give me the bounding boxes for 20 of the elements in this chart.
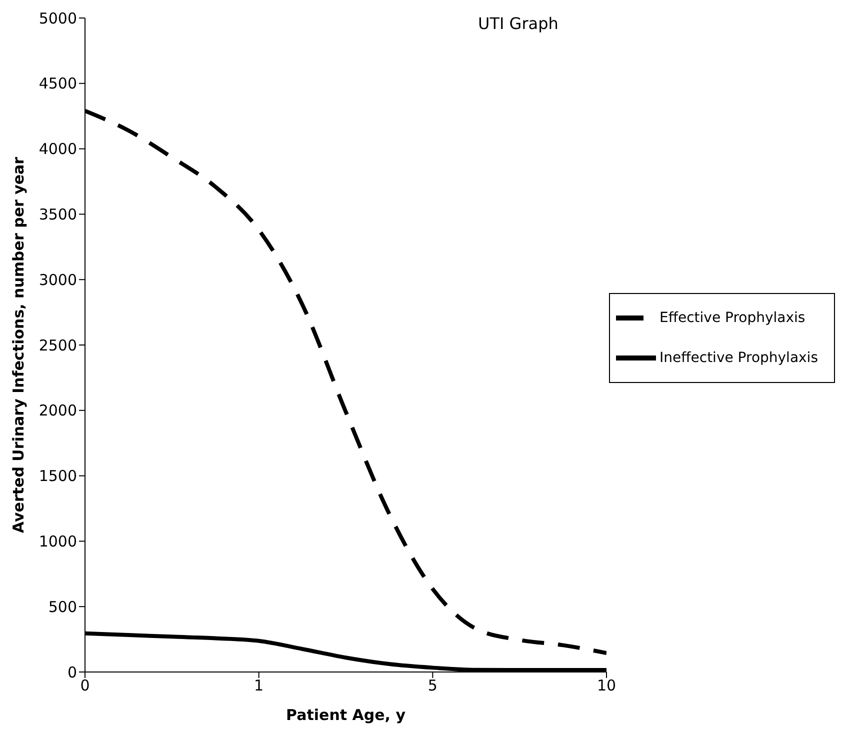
y-tick-label: 1000: [38, 532, 77, 551]
legend-label: Effective Prophylaxis: [660, 310, 806, 326]
y-tick-label: 2000: [38, 402, 77, 420]
x-tick-label: 0: [80, 676, 90, 695]
x-tick-label: 10: [596, 676, 616, 695]
y-axis-title: Averted Urinary Infections, number per year: [9, 156, 28, 534]
x-tick-label: 5: [428, 676, 438, 695]
y-tick-label: 2500: [38, 336, 77, 354]
chart-title: UTI Graph: [478, 14, 558, 33]
y-tick-label: 3500: [38, 206, 77, 224]
y-tick-label: 3000: [38, 270, 77, 289]
legend-label: Ineffective Prophylaxis: [660, 350, 818, 366]
y-tick-label: 0: [67, 663, 77, 682]
y-tick-label: 5000: [38, 9, 77, 28]
y-tick-label: 500: [48, 598, 77, 616]
x-tick-label: 1: [254, 676, 264, 695]
x-axis-title: Patient Age, y: [286, 706, 406, 724]
y-tick-label: 4500: [38, 74, 77, 93]
y-tick-label: 1500: [38, 467, 77, 486]
y-tick-label: 4000: [38, 140, 77, 158]
